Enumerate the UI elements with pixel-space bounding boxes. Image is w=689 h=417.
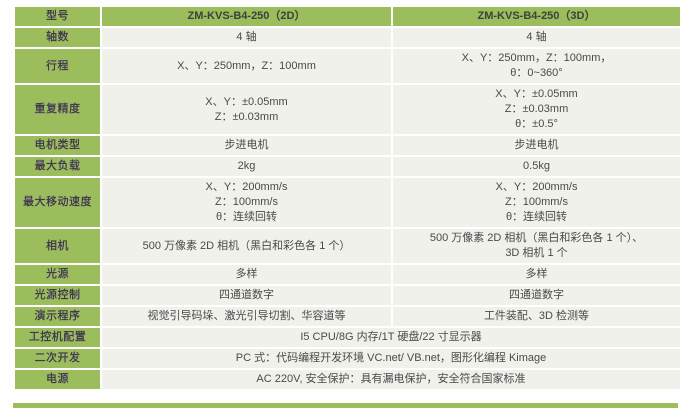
row-value-2d: X、Y：200mm/s Z：100mm/s θ：连续回转 [102, 178, 391, 227]
value-line: 多样 [525, 268, 548, 280]
row-value-2d: 4 轴 [102, 28, 391, 47]
table-row: 相机 500 万像素 2D 相机（黑白和彩色各 1 个） 500 万像素 2D … [15, 229, 680, 263]
table-row: 光源控制 四通道数字 四通道数字 [15, 286, 680, 305]
row-value-3d: X、Y：250mm，Z：100mm， θ：0~360° [393, 49, 680, 83]
row-value-2d: 视觉引导码垛、激光引导切割、华容道等 [102, 307, 391, 326]
row-value-merged: AC 220V, 安全保护：具有漏电保护，安全符合国家标准 [102, 370, 680, 389]
row-label: 演示程序 [15, 307, 100, 326]
value-line: 500 万像素 2D 相机（黑白和彩色各 1 个） [142, 239, 351, 252]
value-line: 0.5kg [523, 160, 550, 172]
row-value-2d: 多样 [102, 265, 391, 284]
value-line: 视觉引导码垛、激光引导切割、华容道等 [147, 310, 346, 322]
value-line: X、Y：200mm/s [205, 181, 288, 193]
value-line: X、Y：250mm，Z：100mm [177, 59, 316, 72]
value-line: θ：0~360° [510, 67, 563, 79]
table-row: 轴数 4 轴 4 轴 [15, 28, 680, 47]
table-row-merged: 二次开发 PC 式：代码编程开发环境 VC.net/ VB.net，图形化编程 … [15, 349, 680, 368]
row-label: 最大移动速度 [15, 178, 100, 227]
row-value-merged: I5 CPU/8G 内存/1T 硬盘/22 寸显示器 [102, 328, 680, 347]
row-value-3d: 0.5kg [393, 157, 680, 176]
value-line: Z：±0.03mm [504, 103, 569, 115]
row-value-3d: 工件装配、3D 检测等 [393, 307, 680, 326]
row-value-2d: 四通道数字 [102, 286, 391, 305]
table-row-merged: 工控机配置 I5 CPU/8G 内存/1T 硬盘/22 寸显示器 [15, 328, 680, 347]
value-line: X、Y：250mm，Z：100mm， [461, 52, 612, 64]
row-label: 相机 [15, 229, 100, 263]
row-value-3d: X、Y：200mm/s Z：100mm/s θ：连续回转 [393, 178, 680, 227]
specification-table: 型号 ZM-KVS-B4-250（2D） ZM-KVS-B4-250（3D） 轴… [13, 5, 682, 391]
value-line: 4 轴 [526, 31, 547, 43]
header-2d-cell: ZM-KVS-B4-250（2D） [102, 7, 391, 26]
value-line: Z：100mm/s [505, 196, 568, 208]
value-line: 步进电机 [514, 139, 559, 151]
value-line: Z：±0.03mm [214, 110, 279, 123]
value-line: X、Y：±0.05mm [495, 88, 578, 100]
row-label: 二次开发 [15, 349, 100, 368]
row-value-2d: 2kg [102, 157, 391, 176]
value-line: θ：连续回转 [215, 211, 278, 223]
value-line: 步进电机 [224, 139, 269, 151]
table-header-row: 型号 ZM-KVS-B4-250（2D） ZM-KVS-B4-250（3D） [15, 7, 680, 26]
row-label: 工控机配置 [15, 328, 100, 347]
table-row: 最大移动速度 X、Y：200mm/s Z：100mm/s θ：连续回转 X、Y：20… [15, 178, 680, 227]
row-label: 电机类型 [15, 136, 100, 155]
value-line: X、Y：200mm/s [495, 181, 578, 193]
row-value-3d: 步进电机 [393, 136, 680, 155]
row-label: 行程 [15, 49, 100, 83]
value-line: 工件装配、3D 检测等 [483, 310, 590, 322]
value-line: 4 轴 [236, 31, 257, 43]
header-label-cell: 型号 [15, 7, 100, 26]
value-line: 500 万像素 2D 相机（黑白和彩色各 1 个）、 [429, 232, 644, 244]
table-row: 重复精度 X、Y：±0.05mm Z：±0.03mm X、Y：±0.05mm Z：±… [15, 85, 680, 134]
value-line: 多样 [235, 268, 258, 280]
value-line: 3D 相机 1 个 [505, 247, 568, 259]
value-line: θ：±0.5° [515, 118, 558, 130]
header-3d-cell: ZM-KVS-B4-250（3D） [393, 7, 680, 26]
row-value-3d: 四通道数字 [393, 286, 680, 305]
table-row: 最大负载 2kg 0.5kg [15, 157, 680, 176]
bottom-accent-rule [13, 403, 678, 408]
row-value-3d: 多样 [393, 265, 680, 284]
value-line: 四通道数字 [509, 289, 564, 301]
row-value-2d: 500 万像素 2D 相机（黑白和彩色各 1 个） [102, 229, 391, 263]
table-row: 演示程序 视觉引导码垛、激光引导切割、华容道等 工件装配、3D 检测等 [15, 307, 680, 326]
row-value-3d: 4 轴 [393, 28, 680, 47]
row-value-3d: 500 万像素 2D 相机（黑白和彩色各 1 个）、 3D 相机 1 个 [393, 229, 680, 263]
top-cut-text [13, 0, 678, 4]
table-row: 光源 多样 多样 [15, 265, 680, 284]
row-label: 最大负载 [15, 157, 100, 176]
value-line: X、Y：±0.05mm [205, 95, 288, 108]
table-row: 行程 X、Y：250mm，Z：100mm X、Y：250mm，Z：100mm， θ… [15, 49, 680, 83]
row-label: 光源控制 [15, 286, 100, 305]
row-label: 电源 [15, 370, 100, 389]
row-value-2d: X、Y：±0.05mm Z：±0.03mm [102, 85, 391, 134]
row-label: 光源 [15, 265, 100, 284]
row-value-2d: X、Y：250mm，Z：100mm [102, 49, 391, 83]
table-row: 电机类型 步进电机 步进电机 [15, 136, 680, 155]
value-line: 2kg [237, 160, 256, 172]
row-value-merged: PC 式：代码编程开发环境 VC.net/ VB.net，图形化编程 Kimag… [102, 349, 680, 368]
value-line: Z：100mm/s [215, 196, 278, 208]
row-label: 重复精度 [15, 85, 100, 134]
table-row-merged: 电源 AC 220V, 安全保护：具有漏电保护，安全符合国家标准 [15, 370, 680, 389]
value-line: θ：连续回转 [505, 211, 568, 223]
row-label: 轴数 [15, 28, 100, 47]
row-value-3d: X、Y：±0.05mm Z：±0.03mm θ：±0.5° [393, 85, 680, 134]
row-value-2d: 步进电机 [102, 136, 391, 155]
value-line: 四通道数字 [219, 289, 274, 301]
